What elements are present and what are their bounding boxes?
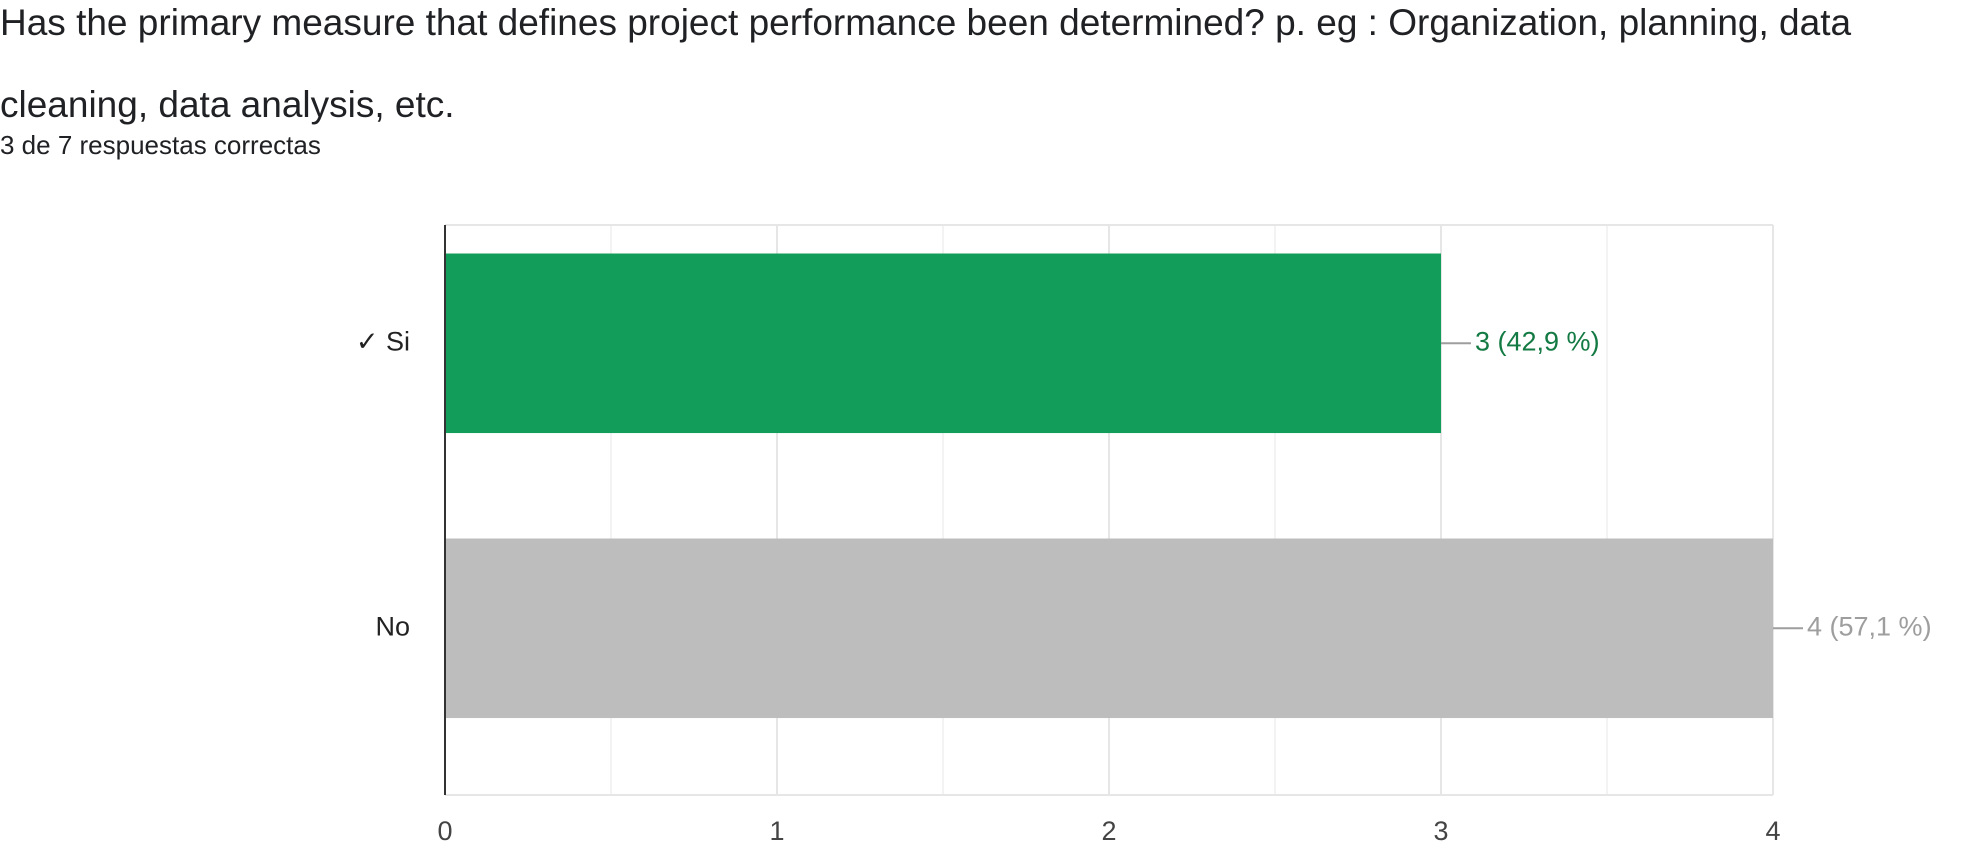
y-tick-label: No bbox=[375, 611, 410, 641]
x-tick-label: 2 bbox=[1101, 816, 1116, 845]
x-tick-label: 1 bbox=[769, 816, 784, 845]
x-tick-label: 0 bbox=[437, 816, 452, 845]
data-label: 3 (42,9 %) bbox=[1475, 326, 1600, 356]
bar bbox=[445, 253, 1441, 434]
chart-subtitle: 3 de 7 respuestas correctas bbox=[0, 130, 321, 160]
chart-title: Has the primary measure that defines pro… bbox=[0, 2, 1852, 125]
x-tick-label: 4 bbox=[1765, 816, 1780, 845]
data-label: 4 (57,1 %) bbox=[1807, 611, 1932, 641]
x-tick-label: 3 bbox=[1433, 816, 1448, 845]
bar bbox=[445, 538, 1773, 719]
y-tick-label: ✓ Si bbox=[356, 326, 410, 356]
